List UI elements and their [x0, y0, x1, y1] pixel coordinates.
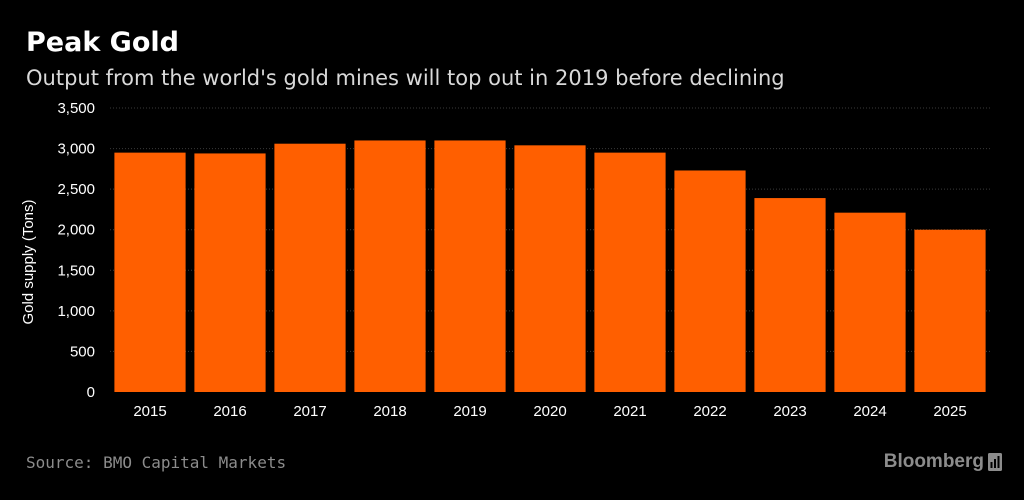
brand-name: Bloomberg: [883, 451, 984, 472]
bar: [754, 198, 826, 392]
chart-subtitle: Output from the world's gold mines will …: [26, 66, 785, 90]
x-tick-label: 2023: [773, 403, 806, 420]
x-tick-label: 2021: [613, 403, 646, 420]
bloomberg-terminal-icon: [988, 453, 1002, 471]
x-tick-label: 2019: [453, 403, 486, 420]
y-tick-label: 1,500: [57, 262, 95, 279]
y-tick-label: 0: [87, 384, 95, 401]
y-tick-label: 2,500: [57, 181, 95, 198]
y-tick-label: 3,000: [57, 141, 95, 158]
bar: [354, 140, 426, 392]
chart-title: Peak Gold: [26, 27, 179, 58]
source-note: Source: BMO Capital Markets: [26, 453, 287, 472]
bar: [194, 153, 266, 392]
x-axis-ticks: 2015 2016 2017 2018 2019 2020 2021 2022 2023 2024…: [133, 403, 966, 420]
bar: [514, 145, 586, 392]
y-axis-ticks: 0 500 1,000 1,500 2,000 2,500 3,000 3,500: [57, 100, 95, 401]
bar: [594, 152, 666, 392]
bar: [434, 140, 506, 392]
x-tick-label: 2017: [293, 403, 326, 420]
x-tick-label: 2025: [933, 403, 966, 420]
x-tick-label: 2016: [213, 403, 246, 420]
x-tick-label: 2024: [853, 403, 886, 420]
bar: [274, 143, 346, 392]
brand-logo: Bloomberg: [884, 450, 1002, 474]
y-tick-label: 1,000: [57, 303, 95, 320]
bar: [114, 152, 186, 392]
bars: [114, 140, 986, 392]
x-tick-label: 2020: [533, 403, 566, 420]
y-tick-label: 2,000: [57, 222, 95, 239]
bar: [914, 229, 986, 392]
y-axis-label: Gold supply (Tons): [20, 199, 37, 324]
y-tick-label: 500: [70, 343, 95, 360]
bar: [834, 212, 906, 392]
x-tick-label: 2022: [693, 403, 726, 420]
bar: [674, 170, 746, 392]
x-tick-label: 2018: [373, 403, 406, 420]
y-tick-label: 3,500: [57, 100, 95, 117]
x-tick-label: 2015: [133, 403, 166, 420]
